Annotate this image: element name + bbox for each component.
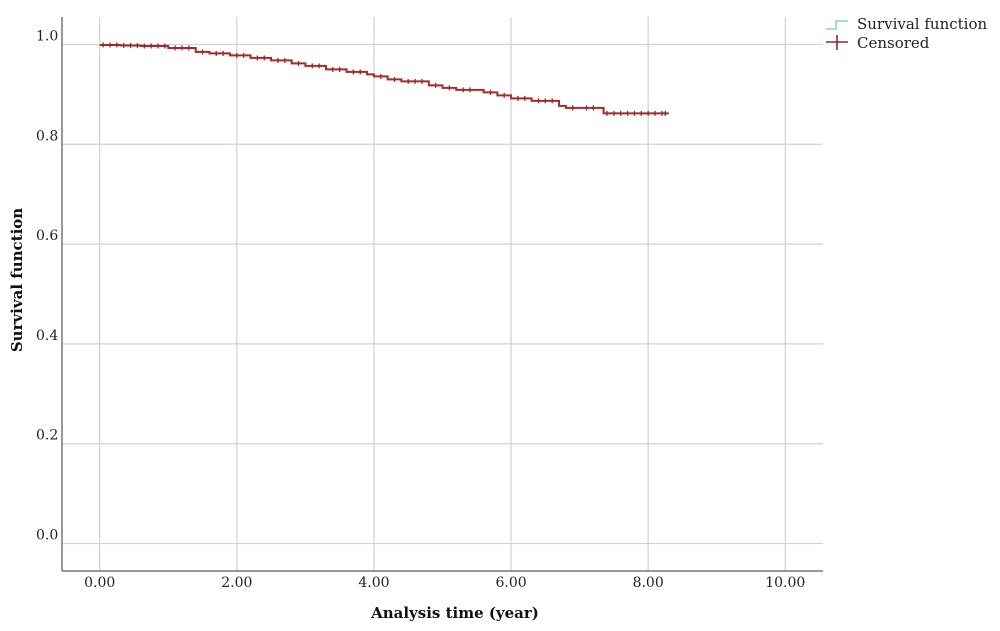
censored-marks [102, 42, 666, 116]
survival-step-line [99, 43, 669, 115]
grid-lines [62, 17, 823, 571]
y-tick-label: 1.0 [36, 28, 58, 44]
legend: Survival function Censored [826, 15, 987, 52]
y-axis-title: Survival function [8, 208, 26, 352]
axes [61, 17, 823, 572]
x-tick-labels: 0.00 2.00 4.00 6.00 8.00 10.00 [84, 575, 805, 591]
legend-label-censored: Censored [857, 34, 930, 52]
legend-label-survival-function: Survival function [857, 15, 987, 33]
y-tick-label: 0.8 [36, 128, 58, 144]
x-tick-label: 10.00 [765, 575, 805, 591]
y-tick-label: 0.0 [36, 528, 58, 544]
x-tick-label: 4.00 [358, 575, 389, 591]
x-tick-label: 8.00 [633, 575, 664, 591]
y-tick-labels: 0.0 0.2 0.4 0.6 0.8 1.0 [36, 28, 58, 543]
legend-item-survival-function: Survival function [826, 15, 987, 33]
x-axis-title: Analysis time (year) [370, 604, 539, 622]
y-tick-label: 0.6 [36, 228, 58, 244]
x-tick-label: 6.00 [495, 575, 526, 591]
x-tick-label: 2.00 [221, 575, 252, 591]
legend-item-censored: Censored [826, 34, 930, 52]
x-tick-label: 0.00 [84, 575, 115, 591]
y-tick-label: 0.2 [36, 428, 58, 444]
y-tick-label: 0.4 [36, 328, 58, 344]
series-layer [99, 43, 669, 115]
legend-step-icon [826, 20, 848, 30]
